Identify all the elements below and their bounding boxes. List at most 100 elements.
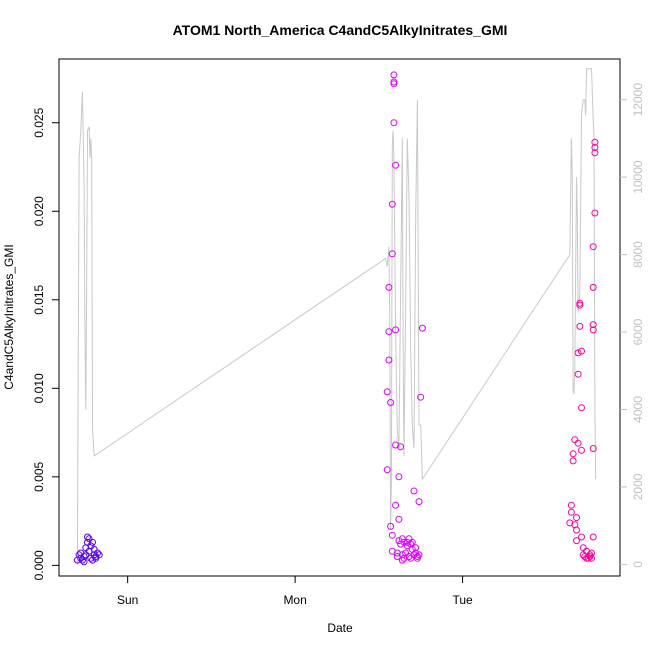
y2-tick-label-5: 10000 xyxy=(631,160,645,194)
data-point-2-1 xyxy=(567,501,575,509)
data-point-1-45 xyxy=(413,554,421,562)
data-point-1-24 xyxy=(397,443,405,451)
data-point-1-9 xyxy=(388,250,396,258)
y2-tick-label-3: 6000 xyxy=(631,318,645,345)
data-point-2-28 xyxy=(588,554,595,562)
data-point-1-27 xyxy=(398,551,406,559)
data-point-1-8 xyxy=(388,531,396,539)
y-tick-label-2: 0.010 xyxy=(32,373,46,403)
data-point-1-28 xyxy=(398,556,406,564)
data-point-1-0 xyxy=(383,466,391,474)
data-point-0-21 xyxy=(94,549,101,557)
data-point-0-6 xyxy=(80,558,88,566)
data-point-1-42 xyxy=(412,544,420,552)
data-point-1-3 xyxy=(385,328,393,336)
x-tick-label-2: Tue xyxy=(452,593,473,607)
data-point-0-15 xyxy=(89,538,96,546)
data-point-2-9 xyxy=(573,514,580,522)
x-axis: Sun Mon Tue xyxy=(117,576,473,607)
y-tick-label-4: 0.020 xyxy=(32,196,46,226)
data-point-0-17 xyxy=(90,551,98,559)
data-point-2-4 xyxy=(569,450,577,458)
data-point-1-1 xyxy=(383,388,391,396)
data-point-2-17 xyxy=(578,404,585,412)
points-layer xyxy=(73,71,599,566)
data-point-1-32 xyxy=(403,538,411,546)
data-point-2-2 xyxy=(567,508,575,516)
y-axis-left: 0.000 0.005 0.010 0.015 0.020 0.025 xyxy=(32,107,59,580)
data-point-2-10 xyxy=(574,439,582,447)
data-point-2-38 xyxy=(591,138,599,146)
x-tick-label-1: Mon xyxy=(283,593,306,607)
data-point-1-15 xyxy=(392,161,400,169)
data-point-1-10 xyxy=(388,200,396,208)
data-point-1-20 xyxy=(393,553,401,560)
data-point-1-48 xyxy=(417,393,425,401)
data-point-1-47 xyxy=(415,551,423,559)
data-point-2-30 xyxy=(589,533,597,541)
data-point-1-11 xyxy=(390,119,398,127)
data-point-2-33 xyxy=(589,321,597,329)
data-point-1-41 xyxy=(410,487,418,495)
x-tick-label-0: Sun xyxy=(117,593,138,607)
y2-tick-label-4: 8000 xyxy=(631,241,645,268)
data-point-1-22 xyxy=(395,515,403,523)
data-point-2-19 xyxy=(578,533,585,541)
data-point-2-12 xyxy=(574,349,582,357)
altitude-line xyxy=(76,68,597,565)
y2-tick-label-1: 2000 xyxy=(631,473,645,500)
data-point-1-18 xyxy=(392,501,400,509)
plot-frame xyxy=(58,58,621,577)
data-point-2-18 xyxy=(578,446,585,454)
data-point-2-35 xyxy=(589,243,597,251)
y-tick-label-1: 0.005 xyxy=(32,462,46,492)
data-point-2-15 xyxy=(576,322,584,330)
data-point-2-16 xyxy=(578,347,585,355)
chart-title: ATOM1 North_America C4andC5AlkyInitrates… xyxy=(173,22,508,38)
data-point-1-39 xyxy=(408,538,416,546)
data-point-0-4 xyxy=(78,556,86,564)
data-point-1-6 xyxy=(387,522,395,530)
data-point-1-33 xyxy=(403,542,411,550)
y2-tick-label-6: 12000 xyxy=(631,83,645,117)
data-point-1-49 xyxy=(418,324,426,332)
data-point-2-29 xyxy=(588,549,595,557)
data-point-1-35 xyxy=(405,553,413,560)
data-point-1-26 xyxy=(398,535,406,543)
altitude-line-layer xyxy=(76,68,597,565)
data-point-2-27 xyxy=(586,553,594,560)
data-point-1-16 xyxy=(392,326,400,334)
data-point-1-13 xyxy=(390,78,398,86)
data-point-0-5 xyxy=(80,553,88,560)
y2-tick-label-2: 4000 xyxy=(631,396,645,423)
data-point-2-31 xyxy=(589,445,597,452)
data-point-2-8 xyxy=(573,537,580,545)
data-point-0-9 xyxy=(84,533,91,541)
data-point-1-14 xyxy=(390,71,398,79)
data-point-2-39 xyxy=(591,149,599,157)
data-point-2-37 xyxy=(591,144,599,151)
y-tick-label-0: 0.000 xyxy=(32,550,46,580)
data-point-2-14 xyxy=(576,299,584,307)
data-point-2-36 xyxy=(591,209,599,217)
data-point-2-32 xyxy=(589,326,597,334)
data-point-1-46 xyxy=(415,498,423,506)
data-point-2-34 xyxy=(589,283,597,291)
y-axis-right: 0 2000 4000 6000 8000 10000 12000 xyxy=(620,83,645,568)
data-point-0-1 xyxy=(75,551,83,559)
x-axis-label: Date xyxy=(327,621,353,635)
data-point-1-2 xyxy=(385,356,393,364)
y2-tick-label-0: 0 xyxy=(631,561,645,568)
data-point-2-25 xyxy=(584,554,592,562)
data-point-0-22 xyxy=(95,551,103,559)
data-point-2-3 xyxy=(569,457,577,465)
data-point-2-11 xyxy=(574,370,582,378)
y-tick-label-5: 0.025 xyxy=(32,107,46,137)
data-point-1-5 xyxy=(387,399,395,406)
data-point-1-4 xyxy=(385,283,393,291)
y-axis-label: C4andC5AlkyInitrates_GMI xyxy=(2,244,16,389)
y-tick-label-3: 0.015 xyxy=(32,284,46,314)
data-point-1-21 xyxy=(395,473,403,481)
data-point-2-7 xyxy=(573,526,580,534)
